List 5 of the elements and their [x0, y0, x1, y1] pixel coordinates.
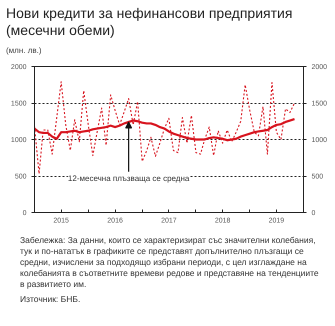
chart-subtitle: (млн. лв.) [6, 45, 42, 56]
annotation: 12-месечна плъзваща се средна [68, 174, 190, 183]
chart-title: Нови кредити за нефинансови предприятия (месечни обеми) [6, 5, 294, 39]
text: Забележка: За данни, които се характеризират със значителни колебания, тук и по-нататък в графиките се представят допълнително плъзгащи се средни, изчислени за подходящо избрани периоди, с цел изглаждане на колебанията в съответните времеви редове и представяне на тенденциите в развитието им. [20, 235, 320, 290]
text: Източник: БНБ. [20, 294, 82, 305]
